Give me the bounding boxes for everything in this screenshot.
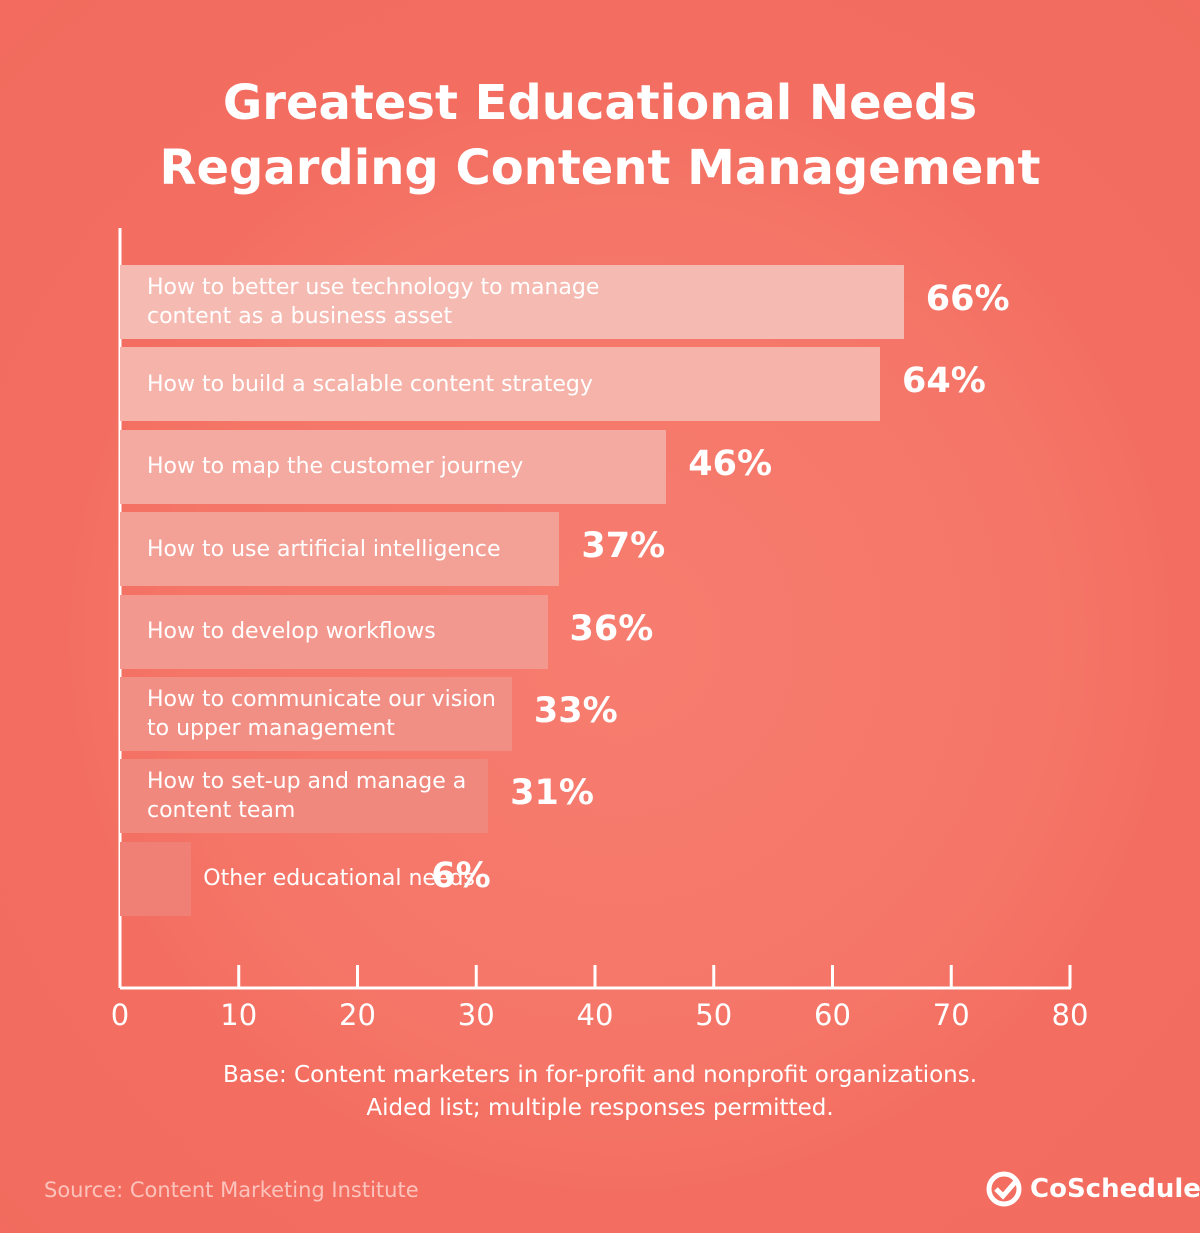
source: Source: Content Marketing Institute: [44, 1178, 419, 1202]
note-line: Base: Content marketers in for-profit an…: [222, 1062, 978, 1088]
x-tick-label: 70: [932, 998, 970, 1032]
logo-icon: [986, 1171, 1022, 1207]
x-tick-label: 30: [457, 998, 495, 1032]
value-label: 6%: [431, 855, 491, 896]
category-label: How to build a scalable content strategy: [147, 371, 593, 397]
value-label: 64%: [902, 361, 986, 402]
category-label: How to better use technology to manage c…: [147, 275, 600, 329]
bar: [120, 512, 560, 587]
x-tick-label: 10: [220, 998, 258, 1032]
bar: [120, 759, 489, 834]
value-label: 36%: [569, 608, 654, 649]
value-label: 46%: [688, 443, 773, 484]
x-tick-label: 60: [814, 998, 851, 1032]
title-line: Regarding Content Management: [159, 140, 1041, 196]
bar: [120, 429, 667, 504]
category-label: How to map the customer journey: [147, 454, 524, 480]
value-label: 66%: [925, 279, 1010, 319]
value-label: 33%: [533, 691, 618, 731]
category-label: How to communicate our vision to upper m…: [147, 687, 496, 741]
bar: [120, 265, 904, 339]
value-label: 31%: [510, 773, 594, 814]
brand: CoSchedule: [1030, 1174, 1200, 1204]
bar: [120, 677, 512, 751]
category-label: How to develop workflows: [147, 619, 436, 645]
bar: [120, 594, 548, 669]
x-tick-label: 40: [576, 998, 614, 1032]
x-tick-label: 0: [110, 998, 130, 1032]
category-label: Other educational needs: [203, 866, 475, 892]
category-label: How to set-up and manage a content team: [147, 769, 467, 824]
value-label: 37%: [581, 526, 666, 567]
x-tick-label: 20: [339, 998, 376, 1032]
x-tick-label: 50: [695, 998, 733, 1032]
x-tick-label: 80: [1051, 998, 1089, 1032]
note-line: Aided list; multiple responses permitted…: [366, 1095, 834, 1121]
category-label: How to use artificial intelligence: [147, 536, 501, 562]
title-line: Greatest Educational Needs: [222, 75, 978, 131]
bar: [120, 841, 192, 916]
bar: [120, 347, 880, 422]
